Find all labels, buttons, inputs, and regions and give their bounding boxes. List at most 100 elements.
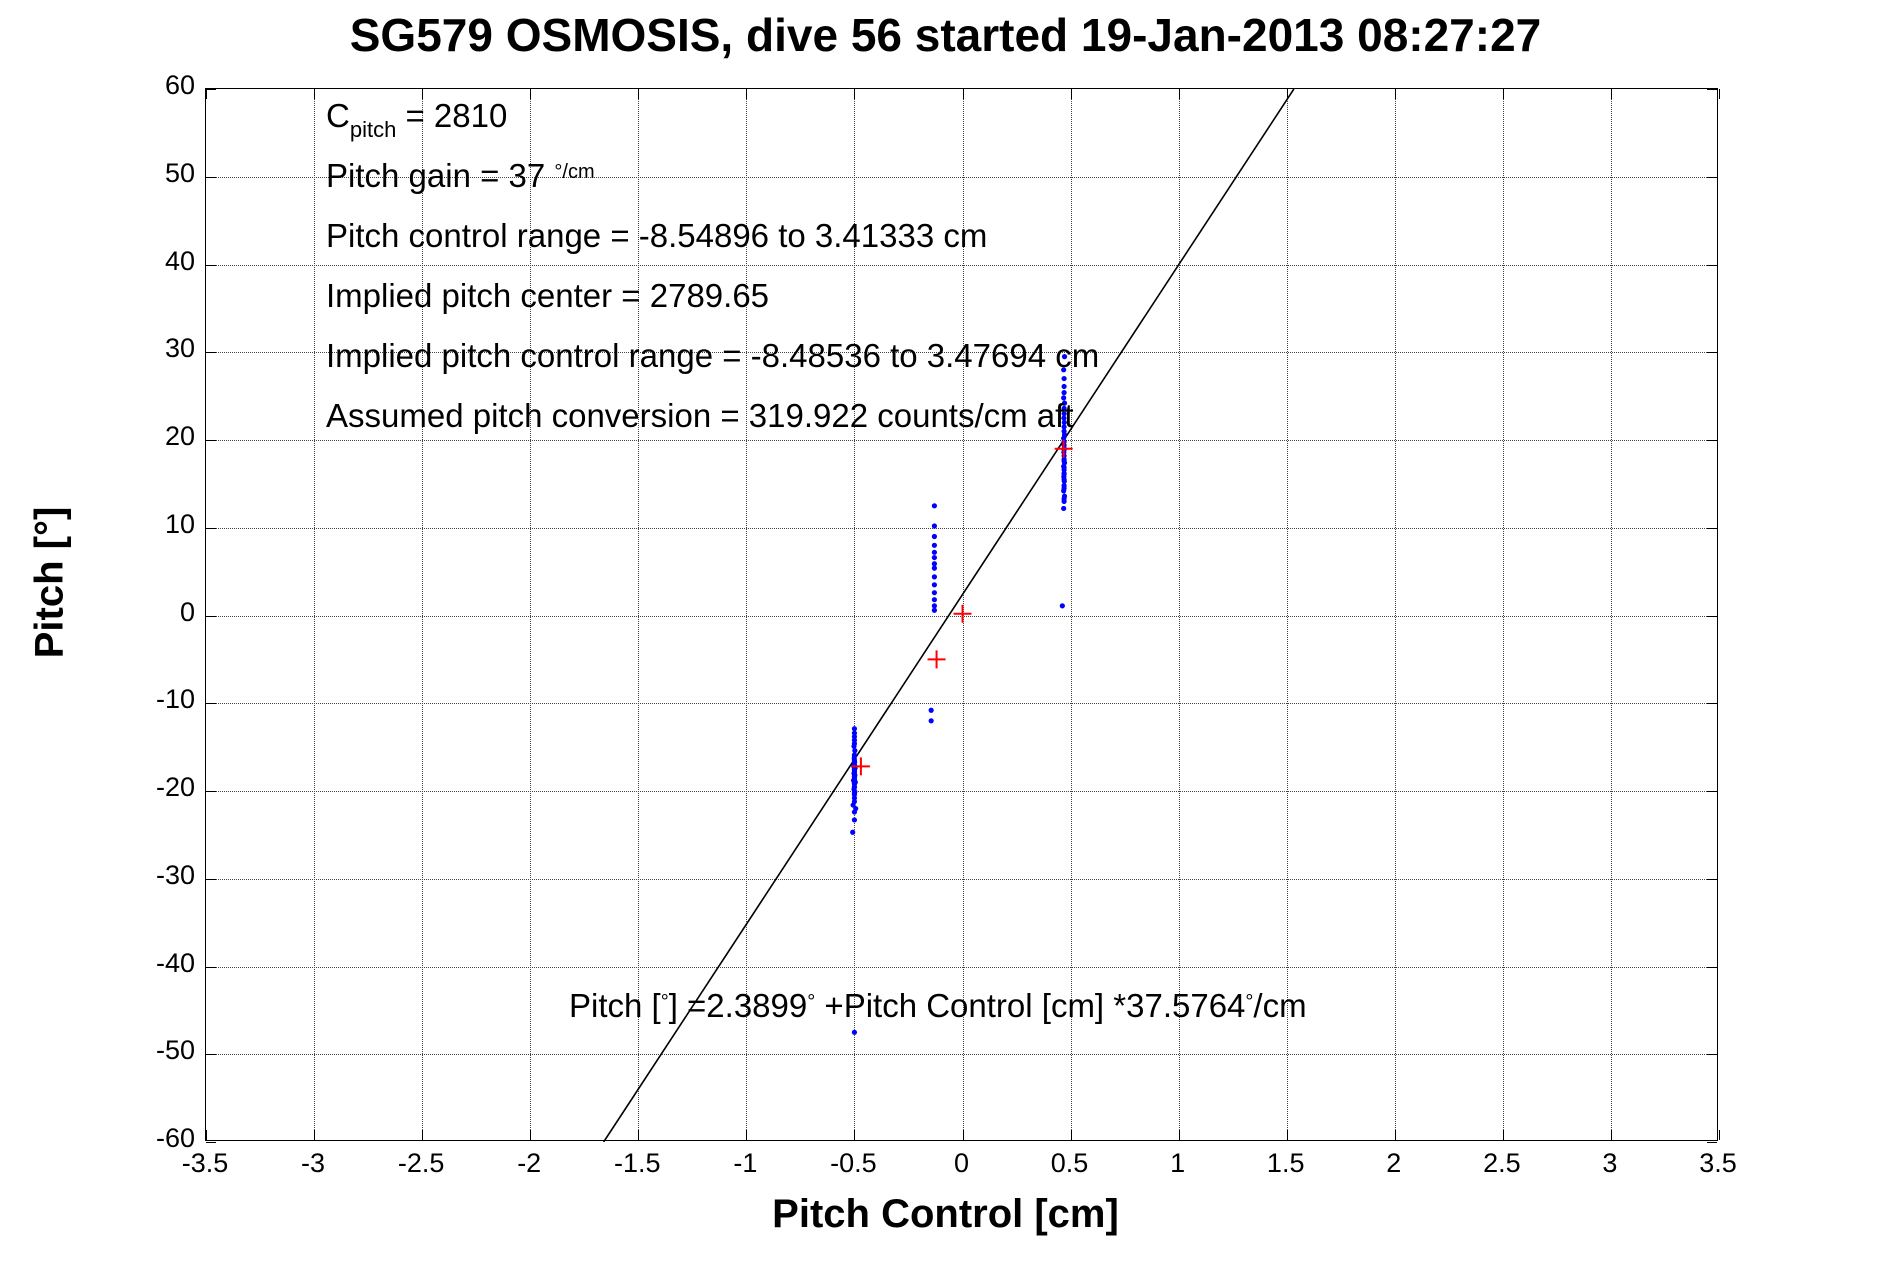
series-dot — [850, 354, 1068, 1035]
tick-mark-y — [1707, 89, 1717, 90]
data-point — [1061, 354, 1068, 360]
y-tick-label: 30 — [164, 333, 195, 364]
gridline-vertical — [1394, 89, 1396, 1140]
tick-mark-x — [1502, 1130, 1504, 1140]
tick-mark-y — [206, 352, 216, 354]
data-point — [931, 542, 938, 548]
tick-mark-y — [1707, 440, 1717, 441]
plot-area: Cpitch = 2810 Pitch gain = 37 °/cm Pitch… — [205, 88, 1720, 1143]
gridline-vertical — [638, 89, 640, 1140]
marker-plus — [1054, 439, 1073, 458]
data-point — [1061, 496, 1067, 502]
tick-mark-x — [1394, 89, 1396, 99]
tick-mark-x — [1394, 1130, 1396, 1140]
x-tick-label: 2.5 — [1483, 1148, 1521, 1178]
data-point — [931, 565, 938, 571]
data-point — [1061, 383, 1067, 390]
x-tick-label: 1.5 — [1266, 1148, 1305, 1178]
tick-mark-x — [1286, 1130, 1288, 1140]
gridline-horizontal — [206, 176, 1717, 178]
data-point — [851, 817, 858, 823]
tick-mark-x — [854, 1130, 856, 1140]
tick-mark-y — [1707, 1142, 1717, 1143]
marker-plus — [851, 757, 870, 776]
tick-mark-x — [1610, 89, 1612, 99]
x-tick-label: -3 — [301, 1148, 326, 1178]
tick-mark-x — [638, 1130, 640, 1140]
tick-mark-x — [314, 1130, 316, 1140]
data-point — [931, 503, 938, 509]
gridline-vertical — [422, 89, 424, 1140]
data-point — [1061, 471, 1067, 477]
data-point — [851, 757, 858, 763]
tick-mark-x — [1719, 1130, 1720, 1140]
y-tick-label: 0 — [179, 596, 195, 627]
tick-mark-x — [962, 89, 964, 99]
data-point — [1061, 505, 1067, 512]
data-point — [1061, 415, 1067, 421]
data-point — [851, 809, 858, 815]
tick-mark-y — [1707, 1054, 1717, 1056]
data-point — [851, 730, 858, 736]
tick-mark-x — [206, 1130, 207, 1140]
gridline-horizontal — [206, 966, 1717, 968]
x-tick-label: -1 — [733, 1148, 758, 1178]
y-tick-label: -60 — [155, 1123, 195, 1153]
data-point — [931, 533, 938, 540]
data-point — [851, 790, 858, 796]
tick-mark-y — [1707, 966, 1717, 968]
data-point — [931, 590, 938, 596]
gridline-horizontal — [206, 352, 1717, 354]
x-tick-label: -2.5 — [397, 1148, 445, 1178]
marker-plus — [927, 650, 946, 669]
data-point — [1061, 375, 1067, 382]
tick-mark-y — [1707, 264, 1717, 266]
gridline-horizontal — [206, 791, 1717, 792]
x-tick-label: -3.5 — [181, 1148, 229, 1178]
y-tick-label: 20 — [164, 421, 195, 451]
tick-mark-x — [638, 89, 640, 99]
tick-mark-y — [206, 89, 216, 90]
tick-mark-y — [206, 440, 216, 441]
data-point — [1061, 464, 1067, 470]
tick-mark-y — [206, 1142, 216, 1143]
y-tick-label: -30 — [155, 859, 195, 890]
data-point — [1061, 476, 1067, 483]
x-tick-label: 0.5 — [1050, 1148, 1089, 1178]
tick-mark-y — [206, 176, 216, 178]
data-point — [1061, 367, 1067, 373]
tick-mark-y — [1707, 703, 1717, 705]
data-point — [931, 561, 938, 567]
data-point — [1061, 400, 1068, 406]
gridline-horizontal — [206, 264, 1717, 266]
data-point — [1061, 458, 1067, 464]
tick-mark-y — [206, 615, 216, 617]
gridline-horizontal — [206, 527, 1717, 529]
data-point — [1061, 424, 1067, 430]
y-tick-label: -20 — [155, 772, 195, 802]
tick-mark-y — [1707, 352, 1717, 354]
data-point — [931, 582, 938, 588]
tick-mark-y — [206, 264, 216, 266]
data-point — [931, 574, 938, 580]
y-tick-label: 10 — [164, 508, 195, 539]
tick-mark-x — [1070, 1130, 1072, 1140]
tick-mark-x — [1502, 89, 1504, 99]
gridline-vertical — [530, 89, 532, 1140]
gridline-horizontal — [206, 1054, 1717, 1056]
data-point — [851, 784, 858, 791]
tick-mark-y — [1707, 791, 1717, 792]
data-point — [851, 780, 858, 786]
gridline-vertical — [1178, 89, 1180, 1140]
marker-plus — [953, 604, 972, 623]
tick-mark-x — [1286, 89, 1288, 99]
tick-mark-y — [206, 791, 216, 792]
gridline-vertical — [854, 89, 856, 1140]
gridline-vertical — [1286, 89, 1288, 1140]
x-tick-label: 3 — [1602, 1148, 1618, 1178]
data-point — [851, 753, 858, 759]
tick-mark-y — [1707, 176, 1717, 178]
y-tick-label: -10 — [155, 684, 195, 715]
x-tick-label: 0 — [953, 1148, 970, 1178]
